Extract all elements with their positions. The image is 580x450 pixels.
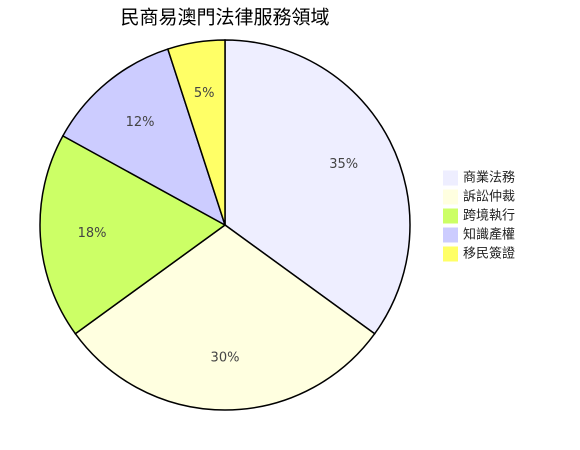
data-label: 18% xyxy=(78,226,107,241)
data-label: 5% xyxy=(194,86,215,101)
legend-label: 知識產權 xyxy=(463,227,515,243)
legend-swatch xyxy=(443,208,458,224)
chart-title: 民商易澳門法律服務領域 xyxy=(120,7,329,29)
legend-label: 商業法務 xyxy=(463,170,515,186)
pie-slice xyxy=(224,39,411,335)
data-label: 12% xyxy=(126,115,155,130)
legend-swatch xyxy=(443,246,458,262)
legend-label: 移民簽證 xyxy=(463,246,515,262)
legend-swatch xyxy=(443,227,458,243)
legend-swatch xyxy=(443,189,458,205)
pie-slice xyxy=(74,224,376,411)
data-label: 30% xyxy=(211,351,240,366)
pie-slice xyxy=(39,134,227,335)
data-label: 35% xyxy=(329,157,358,172)
legend-label: 跨境執行 xyxy=(463,208,515,224)
pie-slice xyxy=(166,39,226,226)
legend-label: 訴訟仲裁 xyxy=(463,189,515,205)
legend-swatch xyxy=(443,170,458,186)
pie-slice xyxy=(61,48,227,227)
